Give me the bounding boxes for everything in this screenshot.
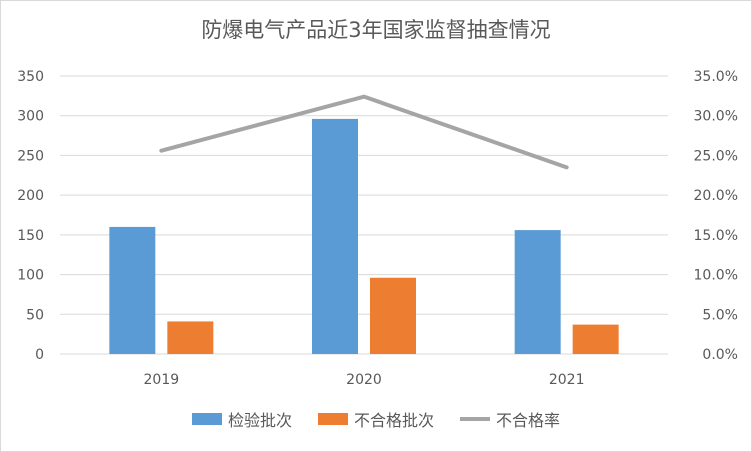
legend-item-inspected: 检验批次 xyxy=(191,407,292,431)
y-left-tick-label: 50 xyxy=(26,307,44,323)
y-right-tick-label: 10.0% xyxy=(694,268,738,284)
legend-label-failed: 不合格批次 xyxy=(353,411,434,430)
chart-legend: 检验批次 不合格批次 不合格率 xyxy=(0,407,752,431)
x-tick-label: 2020 xyxy=(346,372,382,388)
y-left-tick-label: 350 xyxy=(17,69,44,85)
y-right-tick-label: 30.0% xyxy=(694,109,738,125)
bar-inspected xyxy=(514,230,561,354)
y-left-tick-label: 250 xyxy=(17,148,44,164)
x-tick-label: 2021 xyxy=(549,372,585,388)
y-right-tick-label: 5.0% xyxy=(702,307,738,323)
x-tick-label: 2019 xyxy=(144,372,180,388)
y-left-tick-label: 150 xyxy=(17,228,44,244)
y-right-tick-label: 15.0% xyxy=(694,228,738,244)
line-fail-rate xyxy=(159,94,569,170)
bar-failed xyxy=(572,324,619,354)
y-right-tick-label: 35.0% xyxy=(694,69,738,85)
y-right-tick-label: 25.0% xyxy=(694,148,738,164)
y-left-tick-label: 300 xyxy=(17,109,44,125)
bar-failed xyxy=(167,321,214,354)
bar-failed xyxy=(370,277,416,354)
legend-item-fail-rate: 不合格率 xyxy=(460,407,560,431)
legend-label-fail-rate: 不合格率 xyxy=(496,411,561,430)
y-left-tick-label: 100 xyxy=(17,268,44,284)
legend-item-failed: 不合格批次 xyxy=(317,407,434,431)
legend-swatch-failed xyxy=(317,413,348,425)
y-left-tick-label: 0 xyxy=(35,347,44,363)
y-right-tick-label: 0.0% xyxy=(702,347,738,363)
y-right-tick-label: 20.0% xyxy=(694,188,738,204)
legend-swatch-fail-rate xyxy=(460,417,490,421)
bar-inspected xyxy=(109,226,156,354)
y-left-tick-label: 200 xyxy=(17,188,44,204)
bar-inspected xyxy=(312,118,358,355)
chart-title: 防爆电气产品近3年国家监督抽查情况 xyxy=(201,18,551,42)
legend-swatch-inspected xyxy=(191,413,222,425)
legend-label-inspected: 检验批次 xyxy=(227,411,292,430)
